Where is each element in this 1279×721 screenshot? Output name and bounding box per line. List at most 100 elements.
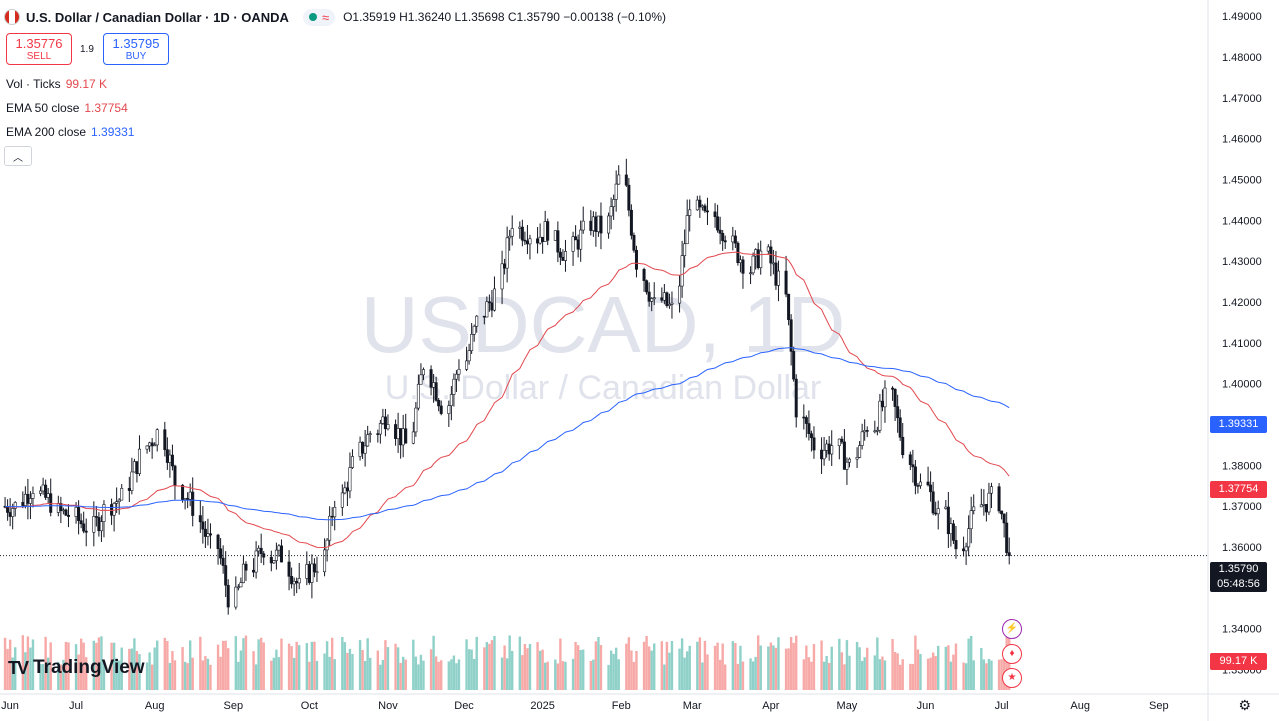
candle-body <box>1007 552 1011 556</box>
price-tick-label: 1.38000 <box>1222 460 1262 472</box>
candle-body <box>617 174 621 185</box>
ema50-legend[interactable]: EMA 50 close 1.37754 <box>6 101 128 115</box>
volume-bar <box>204 656 207 690</box>
candle-body <box>224 565 228 586</box>
collapse-legend-button[interactable]: ︿ <box>4 146 32 166</box>
candle-body <box>503 263 507 269</box>
candle-body <box>929 484 933 493</box>
candle-body <box>556 230 560 253</box>
candle-body <box>269 556 273 564</box>
time-tick-label: Jul <box>69 700 83 712</box>
volume-bar <box>358 640 362 690</box>
candle-body <box>794 378 798 418</box>
price-tick-label: 1.37000 <box>1222 501 1262 513</box>
volume-bar <box>518 636 522 690</box>
symbol-title[interactable]: U.S. Dollar / Canadian Dollar · 1D · OAN… <box>26 9 289 25</box>
candle-body <box>518 226 522 229</box>
candle-body <box>112 503 116 516</box>
tradingview-logo[interactable]: TV TradingView <box>8 657 145 679</box>
time-tick-label: Nov <box>378 700 398 712</box>
volume-bar <box>384 640 387 690</box>
time-tick-label: Aug <box>145 700 165 712</box>
us-event-icon[interactable]: ★ <box>1002 668 1022 688</box>
candle-body <box>77 507 81 521</box>
candle-body <box>64 509 68 516</box>
volume-bar <box>429 649 433 690</box>
candle-body <box>741 259 745 274</box>
volume-bar <box>292 657 296 690</box>
candle-body <box>893 388 897 407</box>
candle-body <box>642 269 646 281</box>
candle-body <box>396 428 400 439</box>
candle-body <box>115 501 119 504</box>
market-status-pill[interactable]: ≈ <box>302 8 336 26</box>
candle-body <box>312 563 316 573</box>
volume-bar <box>916 649 920 690</box>
candle-body <box>873 430 877 433</box>
volume-bar <box>574 641 577 690</box>
volume-bar <box>911 663 915 690</box>
volume-bar <box>508 635 511 690</box>
volume-bar <box>396 647 400 690</box>
ema200-label: EMA 200 close <box>6 125 87 139</box>
candle-body <box>277 545 281 551</box>
candle-body <box>257 547 261 552</box>
volume-bar <box>688 645 691 690</box>
volume-bar <box>838 638 841 690</box>
volume-bar <box>186 663 189 690</box>
candle-body <box>117 499 121 503</box>
volume-bar <box>964 663 968 690</box>
volume-bar <box>860 660 864 690</box>
candle-body <box>145 445 149 450</box>
candle-body <box>510 228 514 237</box>
sell-button[interactable]: 1.35776 SELL <box>6 33 72 65</box>
candle-body <box>421 369 425 376</box>
candle-body <box>46 493 50 498</box>
volume-bar <box>237 661 240 690</box>
volume-bar <box>130 648 134 690</box>
candle-body <box>49 493 53 513</box>
volume-bar <box>100 636 103 690</box>
canada-event-icon[interactable]: ♦ <box>1002 644 1022 664</box>
volume-bar <box>647 646 651 690</box>
volume-bar <box>944 646 948 690</box>
buy-label: BUY <box>125 51 147 62</box>
volume-bar <box>739 645 742 690</box>
candle-body <box>208 533 212 536</box>
settings-gear-icon[interactable]: ⚙ <box>1238 697 1251 713</box>
volume-legend[interactable]: Vol · Ticks 99.17 K <box>6 77 107 91</box>
candle-body <box>439 405 443 414</box>
candle-body <box>449 394 453 406</box>
candle-body <box>688 209 692 216</box>
time-tick-label: Feb <box>612 700 631 712</box>
candle-body <box>784 270 788 295</box>
time-tick-label: Oct <box>301 700 318 712</box>
candle-body <box>896 406 900 419</box>
candle-body <box>543 221 547 242</box>
flash-event-icon[interactable]: ⚡ <box>1002 619 1022 639</box>
volume-bar <box>571 658 575 690</box>
volume-bar <box>450 659 453 690</box>
volume-bar <box>67 642 70 690</box>
ema200-legend[interactable]: EMA 200 close 1.39331 <box>6 125 134 139</box>
volume-bar <box>810 661 813 690</box>
candle-body <box>411 431 415 444</box>
volume-bar <box>881 656 884 690</box>
candle-body <box>599 215 603 234</box>
candle-body <box>163 429 167 450</box>
volume-bar <box>614 647 618 690</box>
volume-bar <box>97 637 101 690</box>
candle-body <box>44 484 48 498</box>
volume-bar <box>701 662 704 690</box>
volume-label: Vol · Ticks <box>6 77 61 91</box>
volume-bar <box>784 648 788 690</box>
candle-body <box>571 236 575 252</box>
price-tick-label: 1.47000 <box>1222 93 1262 105</box>
candle-body <box>949 523 953 535</box>
candle-body <box>467 350 471 362</box>
candle-body <box>241 563 245 583</box>
volume-bar <box>366 638 369 690</box>
buy-button[interactable]: 1.35795 BUY <box>103 33 169 65</box>
volume-bar <box>163 637 167 690</box>
